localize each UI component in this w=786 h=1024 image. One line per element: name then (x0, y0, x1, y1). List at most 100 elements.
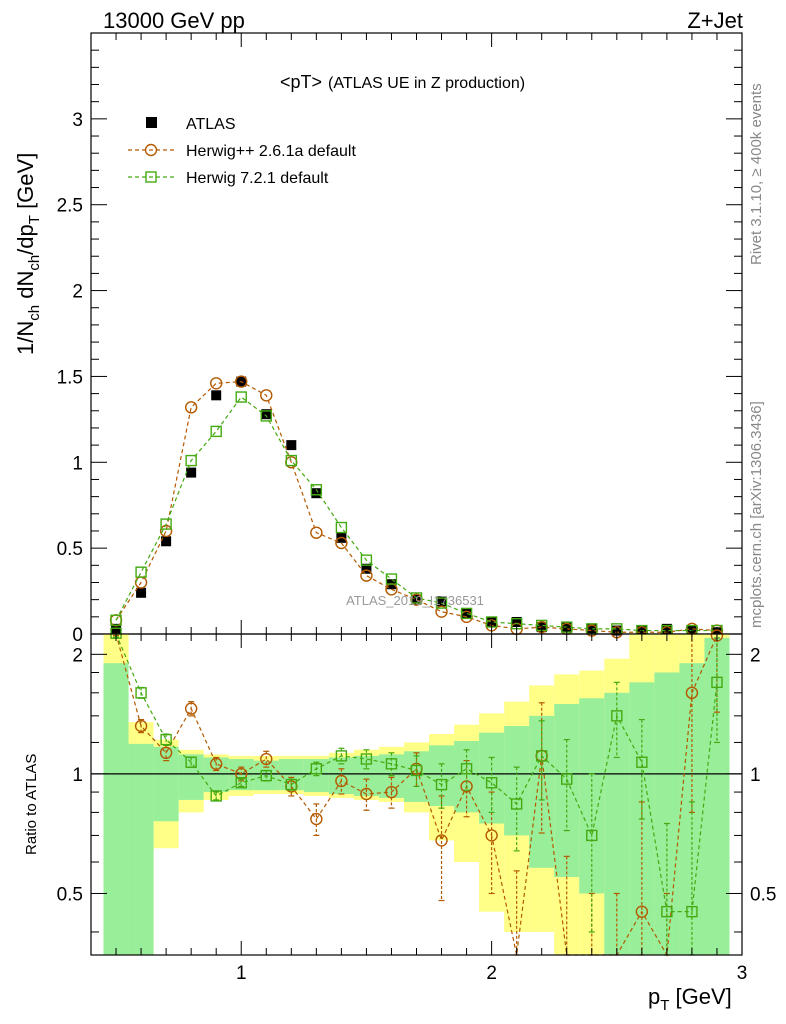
ratio-y-tick-label-left: 1 (72, 765, 83, 786)
herwig7-data-point (285, 454, 298, 467)
legend-entry-atlas: ATLAS (146, 116, 236, 133)
main-plot-title: <pT> (280, 72, 322, 92)
herwig7-data-point (260, 410, 272, 422)
herwig7-ratio-point (535, 750, 548, 762)
herwigpp-data-point (435, 605, 448, 618)
herwig7-ratio-point (385, 758, 398, 770)
herwig7-ratio-point (260, 769, 272, 782)
ratio-y-axis-label: Ratio to ATLAS (23, 754, 40, 855)
herwig7-ratio-point (485, 777, 498, 789)
herwig7-ratio-point (510, 798, 523, 810)
herwig7-ratio-point (135, 687, 147, 699)
ratio-y-tick-label-right: 0.5 (750, 884, 776, 905)
green-uncertainty-band (654, 672, 680, 955)
x-tick-label: 1 (236, 963, 247, 984)
atlas-data-point (311, 488, 322, 499)
herwig7-ratio-point (711, 676, 723, 689)
ratio-y-tick-label-left: 2 (72, 645, 83, 666)
x-tick-label: 2 (486, 963, 497, 984)
herwig7-data-point (385, 573, 398, 585)
legend-label-herwig7: Herwig 7.2.1 default (186, 170, 329, 187)
main-y-tick-label: 0.5 (57, 539, 83, 560)
atlas-data-point (186, 467, 197, 478)
herwig7-ratio-point (686, 905, 698, 918)
herwig7-ratio-point (586, 829, 598, 842)
ratio-y-tick-label-right: 1 (750, 765, 761, 786)
atlas-data-point (211, 390, 222, 401)
herwig7-ratio-point (235, 777, 247, 789)
herwigpp-ratio-point (385, 785, 398, 799)
herwigpp-ratio-point (159, 746, 173, 760)
herwigpp-ratio-point (335, 774, 348, 788)
herwig7-ratio-point (210, 790, 222, 802)
main-y-tick-label: 0 (72, 625, 83, 646)
x-axis-label: pT [GeV] (648, 984, 732, 1014)
herwig7-data-point (335, 521, 348, 534)
main-plot-subtitle: (ATLAS UE in Z production) (328, 75, 525, 92)
rivet-version-label: Rivet 3.1.10, ≥ 400k events (748, 83, 765, 265)
herwigpp-ratio-point (184, 702, 198, 715)
ratio-plot-panel: 0.5 0.5 1 1 2 2 1 2 3 Ratio to ATLAS (23, 627, 776, 984)
herwig7-ratio-point (335, 750, 348, 762)
legend-entry-herwigpp: Herwig++ 2.6.1a default (128, 143, 356, 160)
herwig7-ratio-point (636, 756, 648, 768)
herwigpp-ratio-point (435, 834, 448, 847)
herwigpp-data-point (260, 389, 273, 402)
herwig7-data-point (160, 518, 172, 530)
herwig7-data-point (310, 484, 323, 496)
herwigpp-ratio-point (710, 629, 724, 642)
herwig7-ratio-point (410, 764, 423, 777)
atlas-data-point (286, 440, 297, 451)
main-y-tick-label: 3 (72, 110, 83, 131)
header-right-label: Z+Jet (687, 8, 743, 33)
herwig7-data-point (135, 566, 147, 578)
herwigpp-ratio-point (685, 686, 699, 700)
herwigpp-data-point (360, 569, 373, 582)
herwig7-data-point (235, 391, 247, 403)
ratio-series-line (115, 633, 718, 913)
main-plot-panel: 0 0.5 1 1.5 2 2.5 3 <pT> (ATLAS UE in Z produc… (13, 32, 743, 646)
herwigpp-ratio-point (260, 752, 273, 766)
ratio-y-tick-label-right: 2 (750, 645, 761, 666)
herwig7-data-point (460, 607, 473, 620)
green-uncertainty-band (103, 663, 129, 955)
green-uncertainty-band (128, 743, 154, 955)
mcplots-label: mcplots.cern.ch [arXiv:1306.3436] (748, 401, 765, 628)
herwig7-ratio-point (310, 763, 323, 775)
main-y-tick-label: 1.5 (57, 367, 83, 388)
main-series-line (115, 396, 717, 632)
watermark-label: ATLAS_2019_I1736531 (346, 593, 484, 608)
herwig7-ratio-point (435, 778, 448, 791)
ratio-y-tick-label-left: 0.5 (57, 884, 83, 905)
herwig7-data-point (210, 425, 222, 438)
main-y-tick-label: 2 (72, 282, 83, 303)
legend-marker-herwig7 (145, 171, 157, 183)
herwig7-ratio-point (185, 756, 197, 768)
ratio-uncertainty-bands (103, 634, 730, 955)
atlas-data-point (161, 536, 172, 547)
atlas-data-point (436, 596, 447, 607)
herwig7-ratio-point (160, 733, 172, 746)
herwigpp-data-point (209, 377, 223, 390)
herwigpp-ratio-point (134, 719, 148, 733)
legend: ATLAS Herwig++ 2.6.1a default Herwig 7.2… (128, 116, 356, 187)
herwigpp-ratio-point (209, 757, 223, 771)
herwig7-ratio-point (360, 753, 373, 765)
herwig7-data-point (410, 592, 423, 604)
herwig7-ratio-point (661, 905, 673, 918)
herwigpp-ratio-point (635, 905, 649, 918)
herwigpp-ratio-point (310, 812, 323, 826)
herwig7-data-point (185, 454, 197, 467)
atlas-data-point (511, 616, 522, 627)
header-left-label: 13000 GeV pp (103, 8, 245, 33)
ratio-plot-ticks: 0.5 0.5 1 1 2 2 1 2 3 (57, 634, 776, 984)
main-plot-ticks: 0 0.5 1 1.5 2 2.5 3 (57, 33, 742, 646)
herwig7-ratio-point (460, 763, 473, 775)
herwigpp-data-point (159, 524, 173, 538)
green-uncertainty-band (153, 746, 179, 822)
main-y-tick-label: 2.5 (57, 196, 83, 217)
herwigpp-data-point (184, 401, 198, 414)
herwigpp-data-point (310, 526, 323, 539)
herwig7-data-point (360, 554, 373, 566)
